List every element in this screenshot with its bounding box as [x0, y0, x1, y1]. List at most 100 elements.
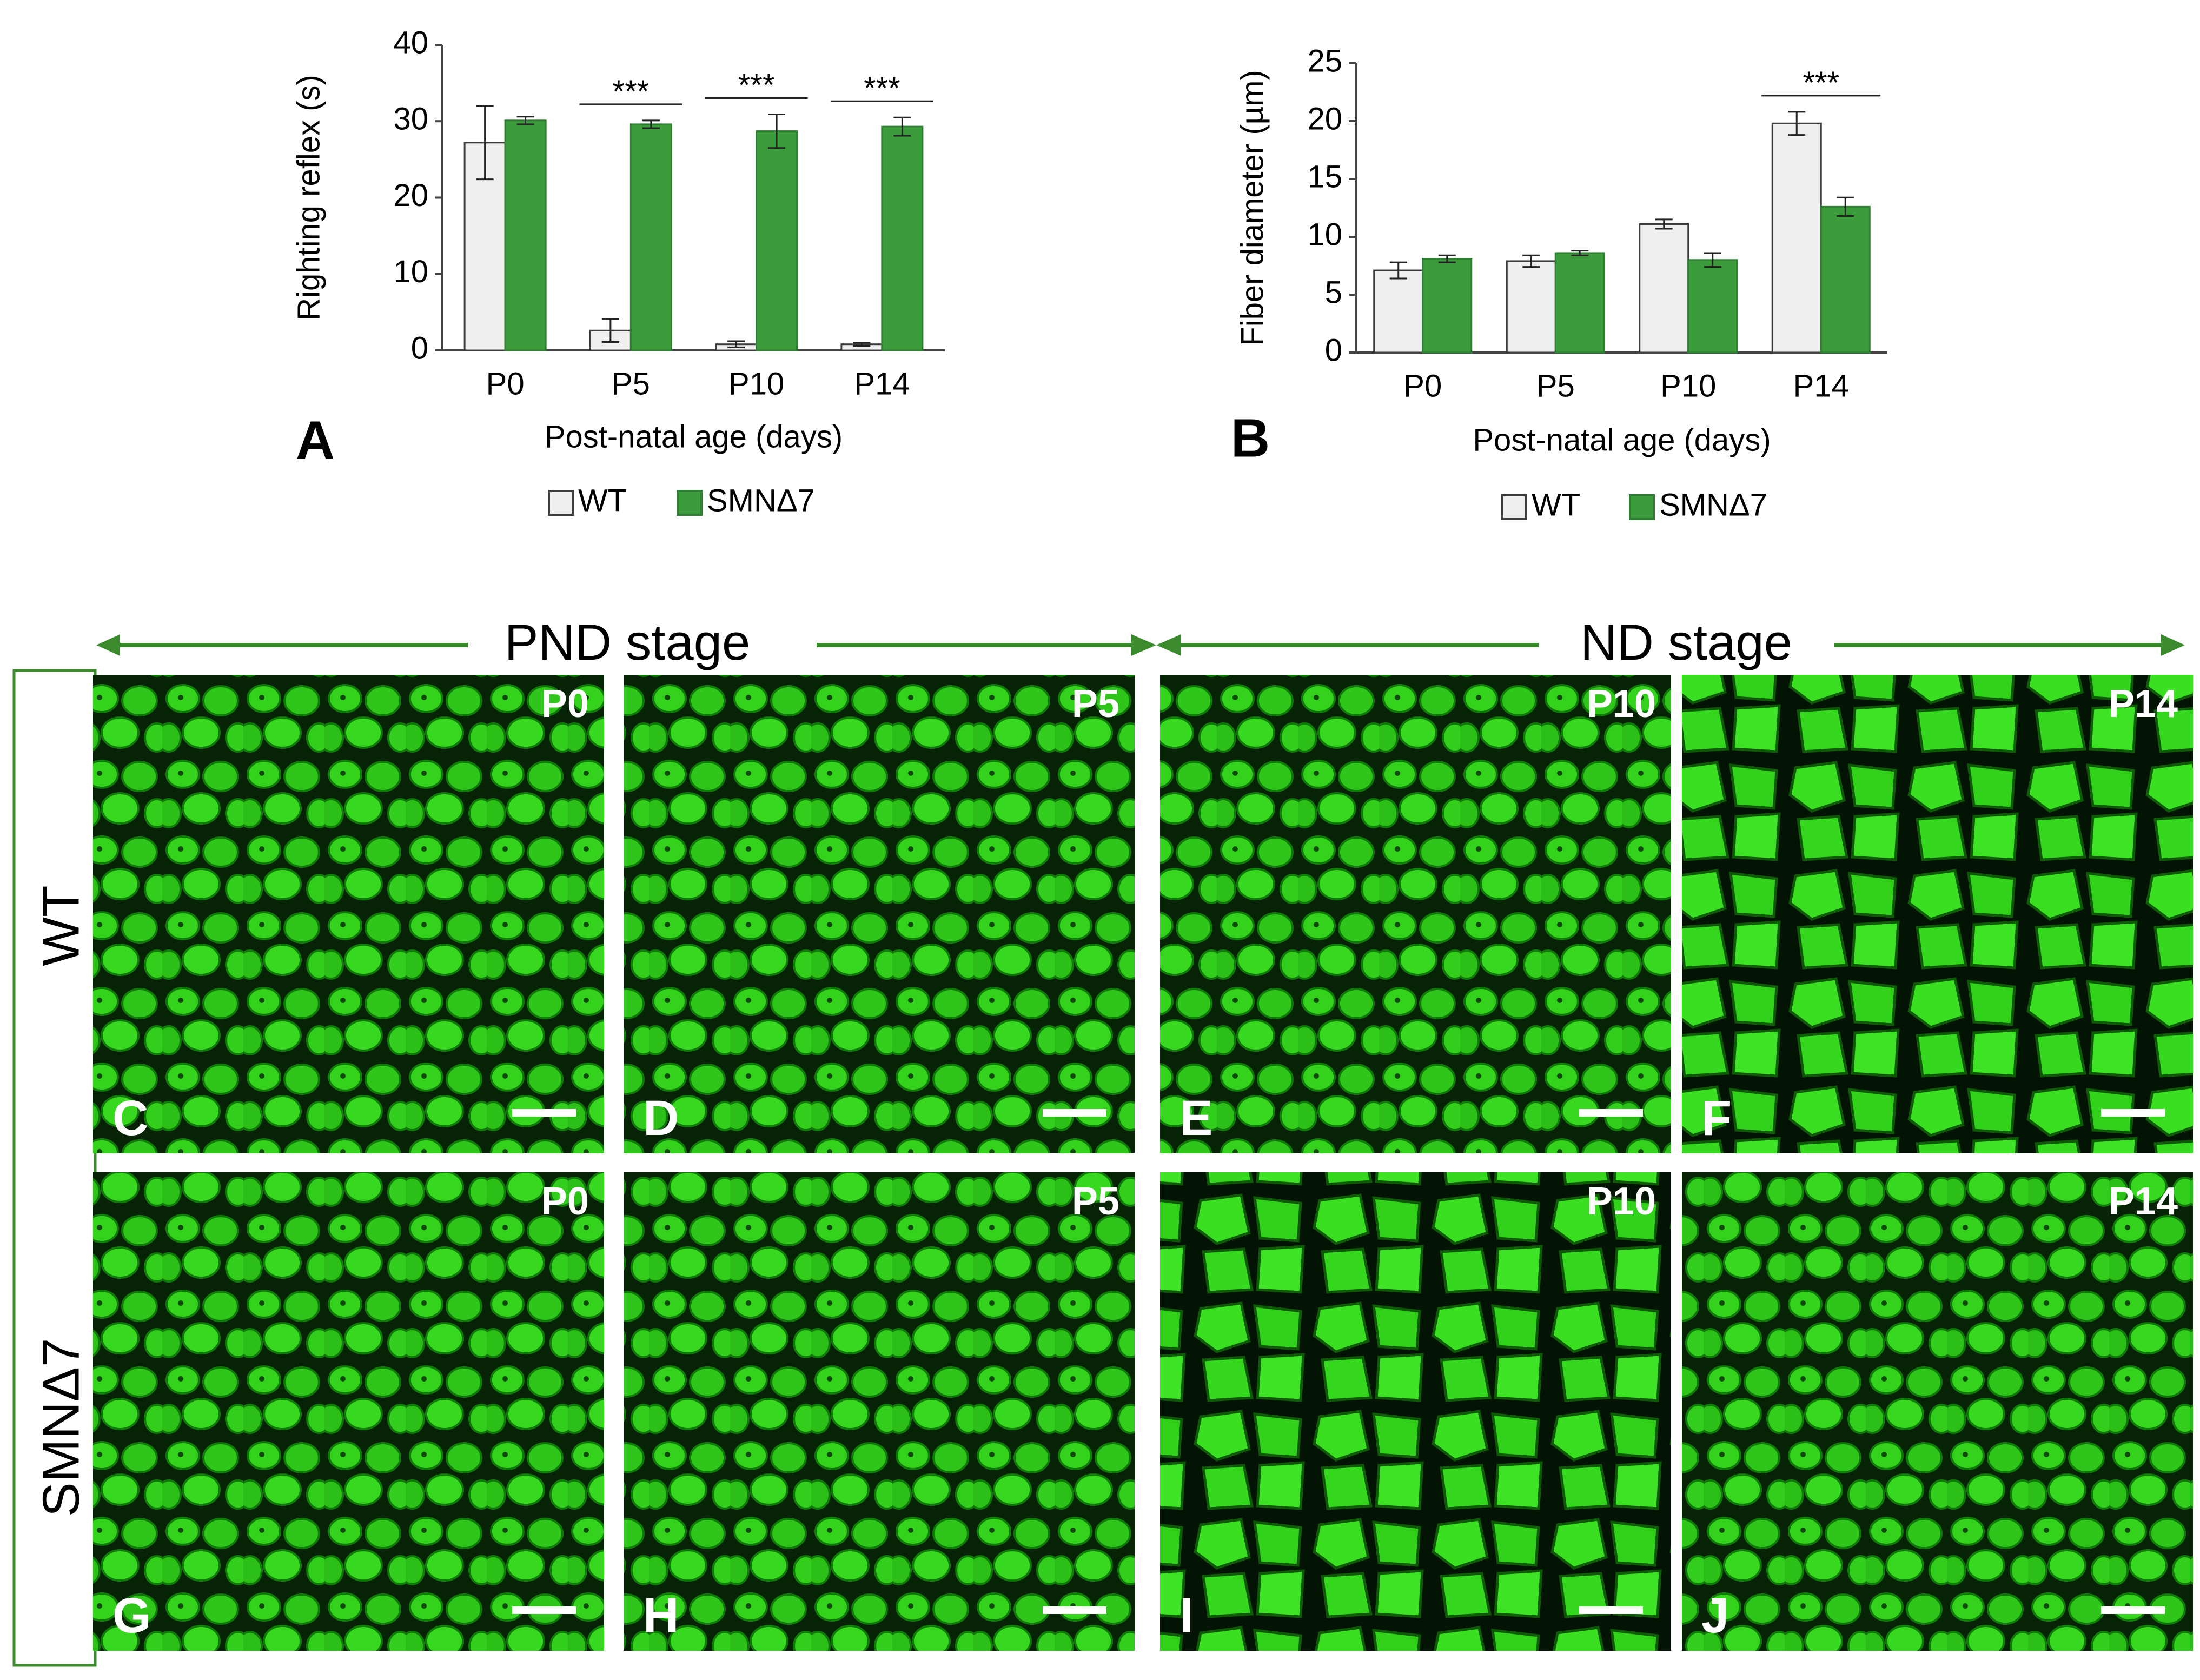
- y-tick-label: 10: [1307, 217, 1342, 252]
- micrograph-age-label: P10: [1587, 1180, 1656, 1223]
- x-axis-title: Post-natal age (days): [545, 419, 843, 454]
- micrograph-age-label: P0: [541, 1180, 589, 1223]
- stage-header: PND stage ND stage: [96, 614, 2185, 670]
- pnd-arrow-left-head: [96, 634, 120, 656]
- x-tick-label: P5: [612, 366, 650, 401]
- micrographs: P0 C P5 D P10 E P14 F P0 G P5 H P10 I P14 J: [93, 675, 2193, 1651]
- scale-bar: [512, 1109, 576, 1117]
- micrograph-image: [1160, 1172, 1671, 1651]
- x-tick-label: P5: [1536, 368, 1575, 403]
- scale-bar: [2101, 1109, 2165, 1117]
- bar-smn-p0: [1422, 258, 1473, 354]
- micrograph-age-label: P14: [2109, 1180, 2178, 1223]
- micrograph-image: [1160, 675, 1671, 1153]
- bar-smn-p5: [629, 123, 672, 351]
- y-tick-label: 30: [393, 102, 428, 137]
- y-tick-label: 0: [411, 330, 428, 366]
- micrograph-age-label: P0: [541, 682, 589, 726]
- micrograph-panel-letter: G: [112, 1588, 151, 1643]
- micrograph-c: P0 C: [93, 675, 604, 1153]
- legend-label: SMNΔ7: [1659, 487, 1767, 522]
- bar-smn-p0: [504, 119, 547, 351]
- y-tick-label: 15: [1307, 159, 1342, 194]
- y-tick-label: 40: [393, 25, 428, 60]
- pnd-stage-label: PND stage: [505, 614, 751, 670]
- significance-stars: ***: [613, 74, 650, 109]
- scale-bar: [1579, 1606, 1643, 1614]
- micrograph-image: [624, 675, 1135, 1153]
- bar-smn-p10: [1687, 259, 1738, 354]
- micrograph-e: P10 E: [1160, 675, 1671, 1153]
- legend-label: SMNΔ7: [707, 483, 815, 518]
- micrograph-age-label: P5: [1072, 1180, 1119, 1223]
- nd-arrow-right-head: [2161, 634, 2185, 656]
- micrograph-d: P5 D: [624, 675, 1135, 1153]
- x-tick-label: P0: [1403, 368, 1442, 403]
- bar-smn-p14: [881, 125, 924, 351]
- legend-swatch-smn: [1629, 494, 1655, 520]
- micrograph-i: P10 I: [1160, 1172, 1671, 1651]
- bar-wt-p10: [1639, 223, 1689, 354]
- y-tick-label: 0: [1325, 333, 1342, 368]
- legend-label: WT: [578, 483, 627, 518]
- row-label-wt: WT: [32, 885, 90, 966]
- x-tick-label: P14: [1793, 368, 1849, 403]
- scale-bar: [2101, 1606, 2165, 1614]
- x-axis-title: Post-natal age (days): [1473, 422, 1771, 457]
- micrograph-age-label: P5: [1072, 682, 1119, 726]
- scale-bar: [1579, 1109, 1643, 1117]
- y-tick-label: 25: [1307, 43, 1342, 78]
- significance-stars: ***: [1803, 65, 1839, 101]
- micrograph-g: P0 G: [93, 1172, 604, 1651]
- micrograph-image: [624, 1172, 1135, 1651]
- micrograph-panel-letter: J: [1701, 1588, 1729, 1643]
- y-tick-label: 20: [393, 178, 428, 213]
- y-axis-title: Righting reflex (s): [291, 75, 326, 320]
- y-tick-label: 5: [1325, 275, 1342, 310]
- significance-stars: ***: [864, 71, 900, 106]
- micrograph-age-label: P10: [1587, 682, 1656, 726]
- micrograph-panel-letter: E: [1179, 1091, 1212, 1146]
- chart-b: 0 5 10 15 20 25 Fiber diameter (µm) P0 P5 P10 P14 *…: [1231, 43, 1887, 522]
- bar-smn-p14: [1820, 205, 1871, 354]
- micrograph-f: P14 F: [1682, 675, 2193, 1153]
- micrograph-image: [93, 675, 604, 1153]
- bar-smn-p10: [756, 130, 798, 351]
- chart-a: 0 10 20 30 40 Righting reflex (s) P0 P5 *** P10 **…: [291, 25, 945, 518]
- micrograph-image: [93, 1172, 604, 1651]
- micrograph-panel-letter: I: [1179, 1588, 1194, 1643]
- micrograph-image: [1682, 1172, 2193, 1651]
- x-tick-label: P0: [486, 366, 525, 401]
- y-tick-label: 10: [393, 254, 428, 289]
- legend-swatch-wt: [1501, 494, 1527, 520]
- x-tick-label: P10: [1660, 368, 1716, 403]
- micrograph-panel-letter: H: [643, 1588, 679, 1643]
- x-tick-label: P14: [854, 366, 910, 401]
- micrograph-panel-letter: F: [1701, 1091, 1732, 1146]
- legend-swatch-wt: [548, 490, 574, 516]
- scale-bar: [512, 1606, 576, 1614]
- x-tick-label: P10: [728, 366, 784, 401]
- y-tick-label: 20: [1307, 101, 1342, 136]
- micrograph-age-label: P14: [2109, 682, 2178, 726]
- scale-bar: [1043, 1606, 1106, 1614]
- significance-stars: ***: [738, 68, 775, 103]
- bar-wt-p0: [1373, 269, 1424, 354]
- bar-wt-p5: [1506, 260, 1556, 354]
- row-labels: WT SMNΔ7: [12, 669, 97, 1667]
- row-label-frame: [12, 669, 97, 1667]
- pnd-arrow-right-head: [1131, 634, 1156, 656]
- micrograph-h: P5 H: [624, 1172, 1135, 1651]
- micrograph-j: P14 J: [1682, 1172, 2193, 1651]
- nd-stage-label: ND stage: [1580, 614, 1792, 670]
- y-axis-title: Fiber diameter (µm): [1235, 70, 1270, 346]
- panel-letter: B: [1231, 408, 1270, 468]
- scale-bar: [1043, 1109, 1106, 1117]
- legend-label: WT: [1532, 487, 1580, 522]
- row-label-smn: SMNΔ7: [32, 1338, 90, 1517]
- nd-arrow-left-head: [1156, 634, 1181, 656]
- bar-smn-p5: [1554, 252, 1605, 354]
- bar-wt-p14: [1771, 122, 1822, 354]
- micrograph-panel-letter: C: [112, 1091, 148, 1146]
